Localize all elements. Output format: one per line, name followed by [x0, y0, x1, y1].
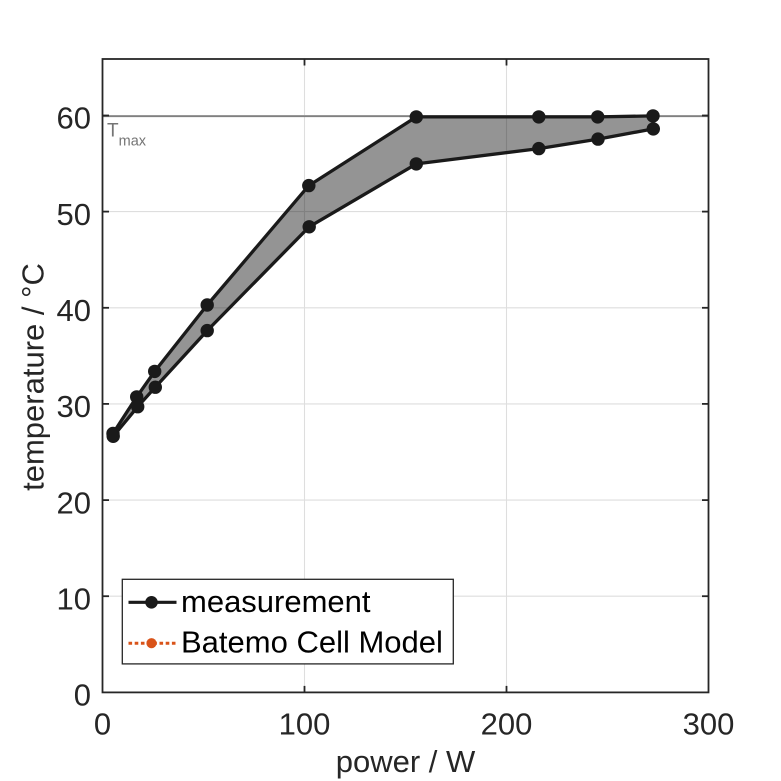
svg-text:Batemo Cell Model: Batemo Cell Model: [181, 625, 443, 660]
svg-text:300: 300: [683, 707, 735, 742]
svg-text:60: 60: [57, 101, 91, 136]
svg-text:temperature / °C: temperature / °C: [16, 263, 51, 491]
svg-text:30: 30: [57, 389, 91, 424]
svg-text:measurement: measurement: [181, 584, 371, 619]
svg-text:Tmax: Tmax: [107, 121, 147, 150]
svg-text:40: 40: [57, 293, 91, 328]
svg-text:100: 100: [279, 707, 331, 742]
svg-text:0: 0: [94, 707, 111, 742]
svg-text:0: 0: [74, 678, 91, 713]
svg-text:20: 20: [57, 485, 91, 520]
svg-text:50: 50: [57, 197, 91, 232]
svg-text:200: 200: [481, 707, 533, 742]
svg-text:10: 10: [57, 581, 91, 616]
svg-text:power / W: power / W: [336, 744, 476, 779]
